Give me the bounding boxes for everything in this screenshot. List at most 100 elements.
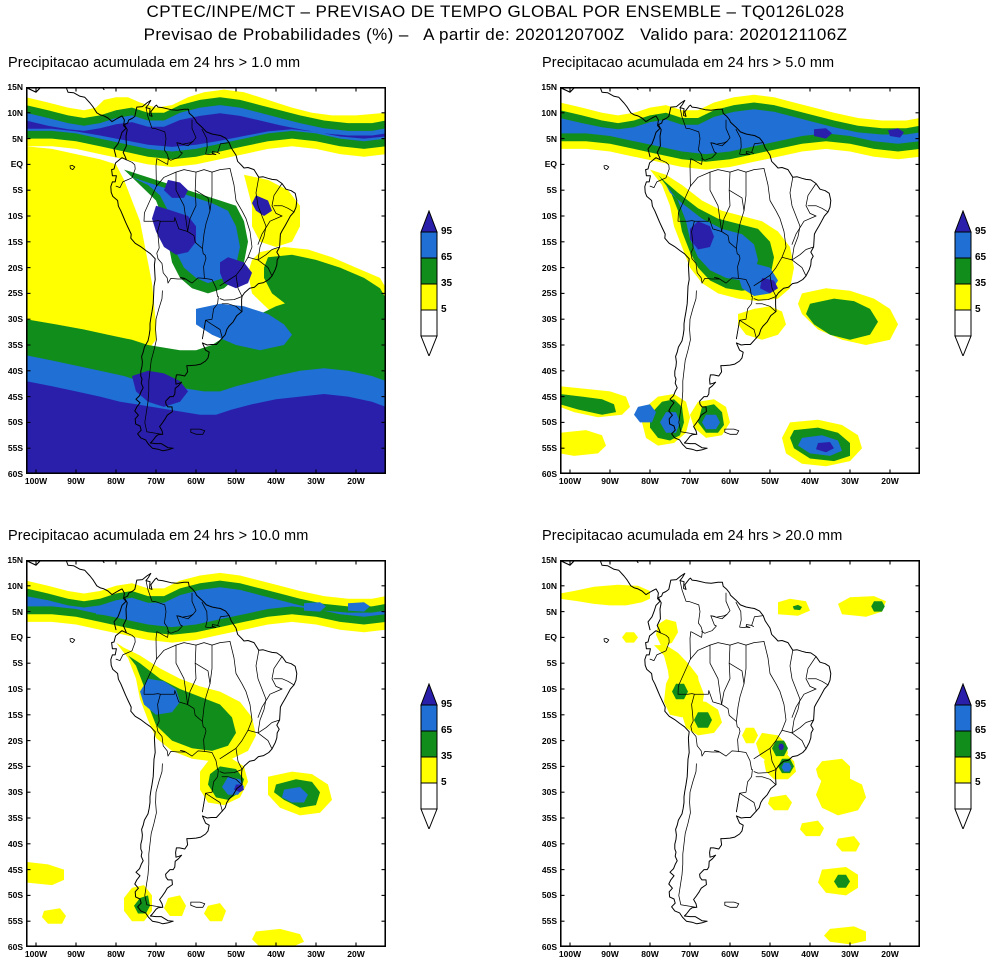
- panel-title-2: Precipitacao acumulada em 24 hrs > 5.0 m…: [542, 55, 835, 71]
- panel-title-4: Precipitacao acumulada em 24 hrs > 20.0 …: [542, 528, 843, 544]
- y-axis-tick-label: 35S: [7, 813, 23, 823]
- x-axis-tick-label: 70W: [147, 949, 165, 957]
- y-axis-tick-label: 30S: [7, 314, 23, 325]
- y-axis-tick-label: 35S: [541, 813, 557, 823]
- colorbar-tick-label: 35: [441, 278, 453, 289]
- y-axis-tick-label: 5S: [546, 658, 557, 669]
- colorbar-tick-label: 5: [441, 777, 447, 788]
- y-axis-tick-label: 45S: [541, 864, 557, 875]
- y-axis-tick-label: 20S: [541, 262, 557, 273]
- y-axis-tick-label: 15S: [7, 236, 23, 247]
- y-axis-tick-label: 25S: [541, 288, 557, 299]
- x-axis-tick-label: 30W: [307, 476, 325, 486]
- map-plot-1: [26, 87, 386, 474]
- colorbar-tick-label: 95: [441, 226, 453, 237]
- colorbar-tick-label: 65: [441, 725, 453, 736]
- y-axis-tick-label: 15S: [541, 236, 557, 247]
- x-axis-tick-label: 80W: [641, 476, 659, 486]
- x-axis-tick-label: 50W: [761, 476, 779, 486]
- colorbar-tick-label: 65: [441, 252, 453, 263]
- x-axis-tick-label: 20W: [881, 476, 899, 486]
- y-axis-tick-label: 50S: [541, 890, 557, 901]
- y-axis-tick-label: 25S: [7, 761, 23, 772]
- x-axis-tick-label: 50W: [227, 949, 245, 957]
- panel-title-3: Precipitacao acumulada em 24 hrs > 10.0 …: [8, 528, 309, 544]
- panel-title-1: Precipitacao acumulada em 24 hrs > 1.0 m…: [8, 55, 301, 71]
- x-axis-tick-label: 100W: [558, 949, 582, 957]
- map-plot-3: [26, 560, 386, 947]
- y-axis-tick-label: 40S: [541, 365, 557, 376]
- y-axis-tick-label: 10S: [7, 684, 23, 694]
- x-axis-tick-label: 90W: [601, 949, 619, 957]
- colorbar-tick-label: 95: [975, 226, 987, 237]
- colorbar-tick-label: 95: [441, 699, 453, 710]
- y-axis-tick-label: 5N: [546, 133, 557, 144]
- y-axis-tick-label: 5S: [546, 185, 557, 196]
- y-axis-tick-label: 10N: [541, 107, 557, 118]
- x-axis-tick-label: 60W: [721, 476, 739, 486]
- colorbar-legend-1: 95 65 35 5: [420, 210, 452, 356]
- x-axis-tick-label: 70W: [681, 949, 699, 957]
- x-axis-tick-label: 70W: [681, 476, 699, 486]
- colorbar-tick-label: 35: [441, 751, 453, 762]
- y-axis-tick-label: 5S: [12, 658, 23, 669]
- x-axis-tick-label: 20W: [881, 949, 899, 957]
- y-axis-tick-label: 15N: [541, 82, 557, 92]
- colorbar-tick-label: 5: [975, 304, 981, 315]
- y-axis-tick-label: 60S: [7, 469, 23, 479]
- x-axis-tick-label: 60W: [187, 949, 205, 957]
- x-axis-tick-label: 20W: [347, 949, 365, 957]
- y-axis-tick-label: 30S: [7, 787, 23, 798]
- y-axis-tick-label: 30S: [541, 314, 557, 325]
- x-axis-tick-label: 90W: [67, 476, 85, 486]
- x-axis-tick-label: 50W: [227, 476, 245, 486]
- colorbar-tick-label: 5: [441, 304, 447, 315]
- y-axis-tick-label: 15N: [541, 555, 557, 565]
- y-axis-tick-label: 40S: [7, 838, 23, 849]
- y-axis-tick-label: 25S: [7, 288, 23, 299]
- title-line-1: CPTEC/INPE/MCT – PREVISAO DE TEMPO GLOBA…: [146, 2, 845, 21]
- y-axis-tick-label: 15N: [7, 555, 23, 565]
- y-axis-tick-label: 55S: [7, 443, 23, 454]
- map-plot-2: [560, 87, 920, 474]
- y-axis-tick-label: 5N: [12, 133, 23, 144]
- y-axis-tick-label: 45S: [541, 391, 557, 402]
- title-line-2: Previsao de Probabilidades (%) – A parti…: [143, 25, 848, 44]
- y-axis-tick-label: 50S: [7, 890, 23, 901]
- colorbar-tick-label: 35: [975, 751, 987, 762]
- y-axis-tick-label: 30S: [541, 787, 557, 798]
- y-axis-tick-label: 10S: [541, 684, 557, 694]
- y-axis-tick-label: 25S: [541, 761, 557, 772]
- y-axis-tick-label: 60S: [541, 942, 557, 952]
- y-axis-tick-label: 50S: [7, 417, 23, 428]
- y-axis-tick-label: 10S: [7, 211, 23, 221]
- x-axis-tick-label: 30W: [307, 949, 325, 957]
- x-axis-tick-label: 90W: [601, 476, 619, 486]
- y-axis-tick-label: 15S: [541, 709, 557, 720]
- x-axis-tick-label: 100W: [558, 476, 582, 486]
- colorbar-tick-label: 65: [975, 252, 987, 263]
- y-axis-tick-label: 15N: [7, 82, 23, 92]
- x-axis-tick-label: 30W: [841, 476, 859, 486]
- x-axis-tick-label: 40W: [801, 476, 819, 486]
- y-axis-tick-label: EQ: [544, 632, 557, 643]
- y-axis-tick-label: 55S: [7, 916, 23, 927]
- y-axis-tick-label: 10N: [7, 580, 23, 591]
- y-axis-tick-label: EQ: [10, 159, 23, 170]
- x-axis-tick-label: 100W: [24, 476, 48, 486]
- y-axis-tick-label: 55S: [541, 916, 557, 927]
- colorbar-legend-4: 95 65 35 5: [954, 683, 986, 829]
- y-axis-tick-label: 35S: [7, 340, 23, 350]
- colorbar-tick-label: 5: [975, 777, 981, 788]
- x-axis-tick-label: 40W: [267, 949, 285, 957]
- y-axis-tick-label: EQ: [10, 632, 23, 643]
- y-axis-tick-label: 5S: [12, 185, 23, 196]
- x-axis-tick-label: 30W: [841, 949, 859, 957]
- y-axis-tick-label: 35S: [541, 340, 557, 350]
- map-plot-4: [560, 560, 920, 947]
- y-axis-tick-label: 45S: [7, 864, 23, 875]
- x-axis-tick-label: 60W: [187, 476, 205, 486]
- y-axis-tick-label: 15S: [7, 709, 23, 720]
- y-axis-tick-label: 20S: [7, 262, 23, 273]
- y-axis-tick-label: 20S: [7, 735, 23, 746]
